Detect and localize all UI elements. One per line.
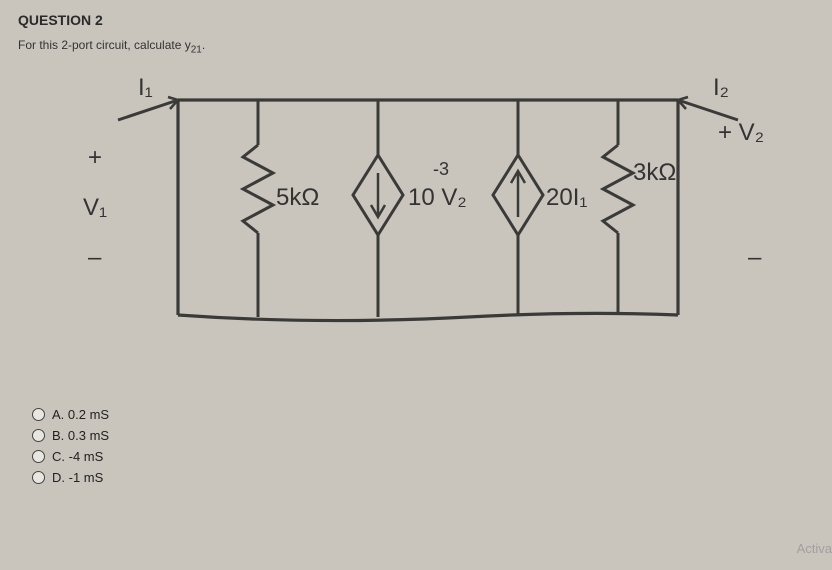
question-prompt: For this 2-port circuit, calculate y21. xyxy=(18,38,814,55)
circuit-diagram: I₁ I₂ + V₁ – + V₂ – 5kΩ -3 10 V₂ 20I₁ 3k… xyxy=(18,65,798,395)
answer-option-b[interactable]: B. 0.3 mS xyxy=(32,428,814,443)
answer-label: A. 0.2 mS xyxy=(52,407,109,422)
label-v1: V₁ xyxy=(83,194,107,221)
label-v1-minus: – xyxy=(88,244,102,271)
answer-option-a[interactable]: A. 0.2 mS xyxy=(32,407,814,422)
answer-option-c[interactable]: C. -4 mS xyxy=(32,449,814,464)
prompt-subscript: 21 xyxy=(191,44,202,55)
label-src2: 20I₁ xyxy=(546,184,587,211)
prompt-suffix: . xyxy=(202,38,205,52)
label-i1: I₁ xyxy=(138,74,153,101)
prompt-prefix: For this 2-port circuit, calculate y xyxy=(18,38,191,52)
label-src1: 10 V₂ xyxy=(408,184,467,211)
answer-label: B. 0.3 mS xyxy=(52,428,109,443)
label-v2-plus: + V₂ xyxy=(718,119,764,146)
radio-icon[interactable] xyxy=(32,450,45,463)
label-r3k: 3kΩ xyxy=(633,159,676,186)
label-src1-top: -3 xyxy=(433,159,449,179)
question-number: QUESTION 2 xyxy=(18,12,814,28)
answer-option-d[interactable]: D. -1 mS xyxy=(32,470,814,485)
label-r5k: 5kΩ xyxy=(276,184,319,211)
answer-options: A. 0.2 mS B. 0.3 mS C. -4 mS D. -1 mS xyxy=(32,407,814,485)
label-i2: I₂ xyxy=(713,74,729,101)
label-v1-plus: + xyxy=(88,144,102,171)
radio-icon[interactable] xyxy=(32,471,45,484)
activate-windows-text: Activa xyxy=(797,541,832,556)
radio-icon[interactable] xyxy=(32,429,45,442)
answer-label: C. -4 mS xyxy=(52,449,103,464)
radio-icon[interactable] xyxy=(32,408,45,421)
label-v2-minus: – xyxy=(748,244,762,271)
answer-label: D. -1 mS xyxy=(52,470,103,485)
